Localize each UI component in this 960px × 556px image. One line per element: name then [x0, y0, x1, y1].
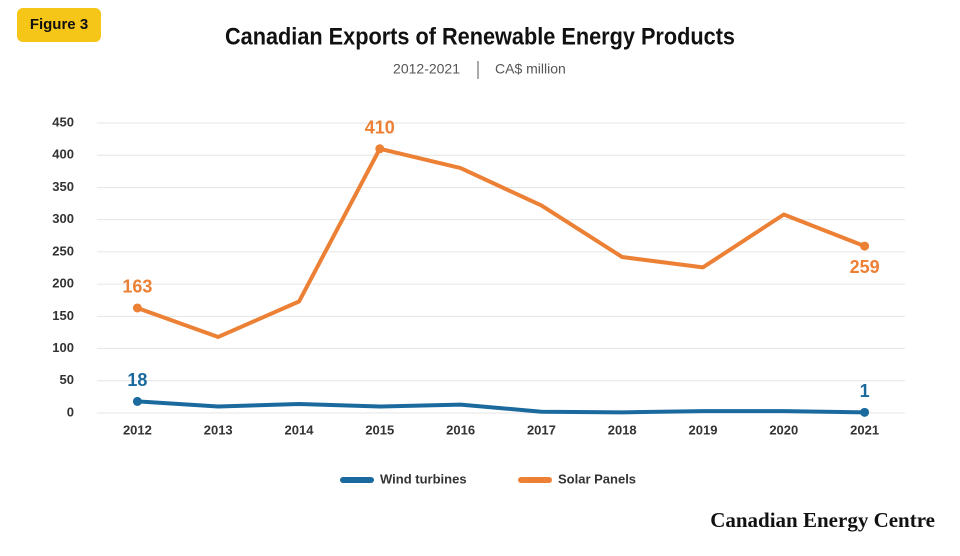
- figure-badge: [17, 8, 101, 42]
- x-tick-label: 2020: [769, 422, 798, 437]
- y-tick-label: 400: [52, 147, 74, 162]
- point-marker: [132, 303, 142, 313]
- data-label: 18: [127, 370, 147, 390]
- y-tick-label: 50: [60, 372, 74, 387]
- figure-label: Figure 3: [30, 16, 88, 33]
- x-tick-label: 2021: [850, 422, 879, 437]
- data-label: 163: [122, 277, 152, 297]
- chart-title: Canadian Exports of Renewable Energy Pro…: [225, 23, 735, 50]
- x-tick-label: 2013: [204, 422, 233, 437]
- chart-subtitle: 2012-2021: [393, 61, 460, 77]
- y-tick-label: 150: [52, 308, 74, 323]
- point-marker: [375, 144, 385, 154]
- y-tick-label: 350: [52, 179, 74, 194]
- point-marker: [860, 407, 870, 417]
- y-tick-label: 0: [67, 404, 74, 419]
- y-tick-label: 450: [52, 114, 74, 129]
- point-marker: [860, 241, 870, 251]
- data-label: 410: [365, 118, 395, 138]
- x-tick-label: 2012: [123, 422, 152, 437]
- series-line: [137, 399, 865, 415]
- data-label: 1: [860, 381, 870, 401]
- footer-brand: Canadian Energy Centre: [710, 508, 935, 532]
- series-line: [136, 146, 866, 339]
- x-tick-label: 2014: [285, 422, 315, 437]
- y-tick-label: 100: [52, 340, 74, 355]
- x-tick-label: 2018: [608, 422, 637, 437]
- data-label: 259: [850, 257, 880, 277]
- x-tick-label: 2015: [365, 422, 394, 437]
- legend-label: Wind turbines: [380, 471, 467, 486]
- y-tick-label: 250: [52, 243, 74, 258]
- y-tick-label: 300: [52, 211, 74, 226]
- legend-label: Solar Panels: [558, 471, 636, 486]
- x-tick-label: 2017: [527, 422, 556, 437]
- x-tick-label: 2019: [689, 422, 718, 437]
- chart-subtitle: CA$ million: [495, 61, 566, 77]
- point-marker: [132, 396, 142, 406]
- y-tick-label: 200: [52, 276, 74, 291]
- x-tick-label: 2016: [446, 422, 475, 437]
